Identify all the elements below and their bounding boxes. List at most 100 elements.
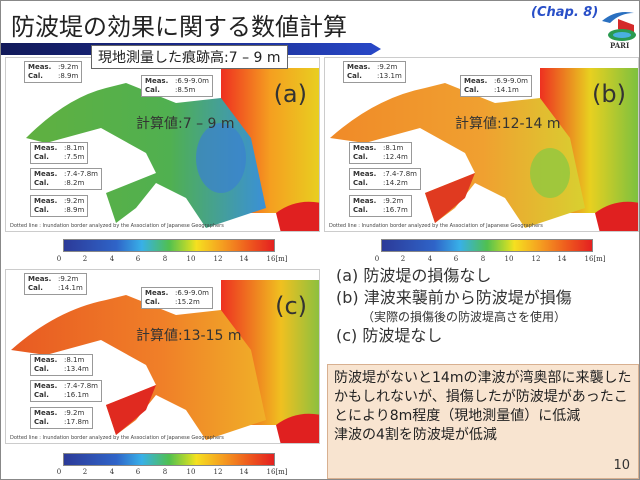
cal-value: :12.4m xyxy=(383,153,408,161)
case-a: (a) 防波堤の損傷なし xyxy=(336,266,492,285)
measurement-label: Meas.:6.9-9.0m Cal.:14.1m xyxy=(460,75,532,97)
cal-value: :8.9m xyxy=(64,206,85,214)
meas-key: Meas. xyxy=(28,63,52,71)
tick: 2 xyxy=(82,255,88,263)
cal-key: Cal. xyxy=(464,86,479,94)
measurement-label: Meas.:9.2m Cal.:8.9m xyxy=(24,61,83,83)
meas-key: Meas. xyxy=(34,144,58,152)
colorbar-c xyxy=(63,453,275,466)
pari-logo-text: PARI xyxy=(610,41,630,50)
case-b-note: （実際の損傷後の防波堤高さを使用） xyxy=(362,310,567,324)
tick: 4 xyxy=(427,255,433,263)
tick: 16[m] xyxy=(584,255,606,263)
cal-value: :14.1m xyxy=(58,284,83,292)
measurement-label: Meas.:7.4-7.8m Cal.:14.2m xyxy=(349,168,421,190)
cal-value: :15.2m xyxy=(175,298,200,306)
meas-key: Meas. xyxy=(145,289,169,297)
measurement-label: Meas.:9.2m Cal.:13.1m xyxy=(343,61,406,83)
cal-key: Cal. xyxy=(353,179,368,187)
tick: 0 xyxy=(56,255,62,263)
summary-text: 防波堤がないと14mの津波が湾奥部に来襲したかもしれないが、損傷したが防波堤があ… xyxy=(334,370,632,424)
meas-value: :9.2m xyxy=(64,197,85,205)
measurement-label: Meas.:6.9-9.0m Cal.:8.5m xyxy=(141,75,213,97)
tick: 16[m] xyxy=(266,255,288,263)
tick: 4 xyxy=(109,255,115,263)
tick: 0 xyxy=(56,468,62,476)
cal-value: :8.9m xyxy=(58,72,79,80)
tick: 6 xyxy=(135,468,141,476)
meas-key: Meas. xyxy=(353,170,377,178)
tick: 10 xyxy=(504,255,514,263)
meas-value: :7.4-7.8m xyxy=(383,170,417,178)
panel-label: (a) xyxy=(273,80,307,108)
meas-key: Meas. xyxy=(347,63,371,71)
meas-value: :9.2m xyxy=(64,409,85,417)
meas-key: Meas. xyxy=(34,197,58,205)
tick: 14 xyxy=(557,255,567,263)
measurement-label: Meas.:9.2m Cal.:14.1m xyxy=(24,273,87,295)
cal-key: Cal. xyxy=(353,153,368,161)
cal-key: Cal. xyxy=(34,391,49,399)
meas-key: Meas. xyxy=(353,144,377,152)
map-note: Dotted line : Inundation border analyzed… xyxy=(10,435,224,441)
meas-key: Meas. xyxy=(34,170,58,178)
cal-value: :13.4m xyxy=(64,365,89,373)
tick: 6 xyxy=(135,255,141,263)
cal-value: :16.1m xyxy=(64,391,89,399)
measurement-label: Meas. :9.2m Cal. :8.9m xyxy=(30,195,89,217)
tick: 12 xyxy=(213,468,223,476)
panel-label: (c) xyxy=(275,292,307,320)
meas-value: :6.9-9.0m xyxy=(175,77,209,85)
cal-key: Cal. xyxy=(34,206,49,214)
meas-key: Meas. xyxy=(34,356,58,364)
colorbar-ticks-c: 0 2 4 6 8 10 12 14 16[m] xyxy=(56,468,299,478)
cal-value: :17.8m xyxy=(64,418,89,426)
measurement-label: Meas.:9.2m Cal.:16.7m xyxy=(349,195,412,217)
colorbar-ticks-a: 0 2 4 6 8 10 12 14 16[m] xyxy=(56,255,299,265)
map-panel-c: (c) 計算値:13-15 m Meas.:9.2m Cal.:14.1m Mea… xyxy=(5,269,320,444)
measurement-label: Meas.:8.1m Cal.:12.4m xyxy=(349,142,412,164)
tick: 2 xyxy=(82,468,88,476)
case-c: (c) 防波堤なし xyxy=(336,326,443,345)
map-note: Dotted line : Inundation border analyzed… xyxy=(329,223,543,229)
tick: 10 xyxy=(186,468,196,476)
case-b: (b) 津波来襲前から防波堤が損傷 xyxy=(336,288,572,307)
cal-value: :14.1m xyxy=(494,86,519,94)
cal-key: Cal. xyxy=(34,365,49,373)
tick: 8 xyxy=(480,255,486,263)
measurement-label: Meas. :7.4-7.8m Cal. :8.2m xyxy=(30,168,102,190)
meas-value: :9.2m xyxy=(383,197,404,205)
measurement-label: Meas.:6.9-9.0m Cal.:15.2m xyxy=(141,287,213,309)
cal-key: Cal. xyxy=(34,179,49,187)
colorbar-ticks-b: 0 2 4 6 8 10 12 14 16[m] xyxy=(375,255,617,265)
meas-value: :9.2m xyxy=(58,63,79,71)
cal-key: Cal. xyxy=(34,418,49,426)
case-list: (a) 防波堤の損傷なし (b) 津波来襲前から防波堤が損傷 （実際の損傷後の防… xyxy=(336,265,572,347)
map-note: Dotted line : Inundation border analyzed… xyxy=(10,223,224,229)
meas-key: Meas. xyxy=(464,77,488,85)
inundation-map-c xyxy=(11,280,319,443)
cal-value: :8.2m xyxy=(64,179,85,187)
meas-value: :9.2m xyxy=(377,63,398,71)
inundation-map-a xyxy=(26,68,319,231)
pari-logo-icon xyxy=(602,12,636,41)
cal-key: Cal. xyxy=(34,153,49,161)
measurement-label: Meas.:8.1m Cal.:13.4m xyxy=(30,354,93,376)
calculated-value: 計算値:12-14 m xyxy=(455,116,561,132)
meas-value: :7.4-7.8m xyxy=(64,382,98,390)
page-number: 10 xyxy=(613,458,630,473)
cal-value: :8.5m xyxy=(175,86,196,94)
meas-value: :7.4-7.8m xyxy=(64,170,98,178)
tick: 10 xyxy=(186,255,196,263)
tick: 8 xyxy=(162,468,168,476)
meas-key: Meas. xyxy=(34,409,58,417)
tick: 14 xyxy=(239,255,249,263)
measurement-label: Meas.:8.1m Cal.:7.5m xyxy=(30,142,89,164)
map-panel-b: (b) 計算値:12-14 m Meas.:9.2m Cal.:13.1m Mea… xyxy=(324,57,639,232)
calculated-value: 計算値:7 – 9 m xyxy=(136,116,235,132)
slide-title: 防波堤の効果に関する数値計算 xyxy=(11,13,347,41)
survey-height-label: 現地測量した痕跡高:7 – 9 m xyxy=(91,45,288,69)
meas-key: Meas. xyxy=(28,275,52,283)
colorbar-b xyxy=(381,239,593,252)
summary-box: 防波堤がないと14mの津波が湾奥部に来襲したかもしれないが、損傷したが防波堤があ… xyxy=(327,364,639,479)
